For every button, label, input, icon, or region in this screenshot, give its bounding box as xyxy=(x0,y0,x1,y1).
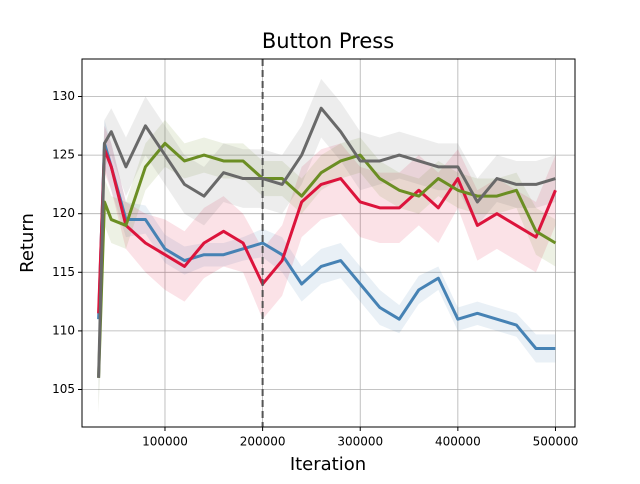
x-tick-label: 400000 xyxy=(435,435,481,449)
x-tick-label: 300000 xyxy=(337,435,383,449)
x-tick-label: 500000 xyxy=(533,435,579,449)
error-band xyxy=(98,119,556,413)
chart-title: Button Press xyxy=(262,29,394,53)
line xyxy=(97,106,556,378)
y-tick-label: 115 xyxy=(52,265,75,279)
error-band xyxy=(98,125,556,361)
y-axis-label: Return xyxy=(17,213,38,273)
y-tick-label: 125 xyxy=(52,148,75,162)
x-tick-label: 200000 xyxy=(240,435,286,449)
y-tick-label: 105 xyxy=(52,382,75,396)
y-tick-label: 130 xyxy=(52,89,75,103)
y-tick-label: 120 xyxy=(52,206,75,220)
plot-frame xyxy=(81,58,576,428)
y-tick-label: 110 xyxy=(52,323,75,337)
x-axis-label: Iteration xyxy=(290,454,366,475)
x-tick-label: 100000 xyxy=(142,435,188,449)
line xyxy=(97,141,556,350)
line xyxy=(97,147,557,314)
error-band xyxy=(98,78,556,413)
